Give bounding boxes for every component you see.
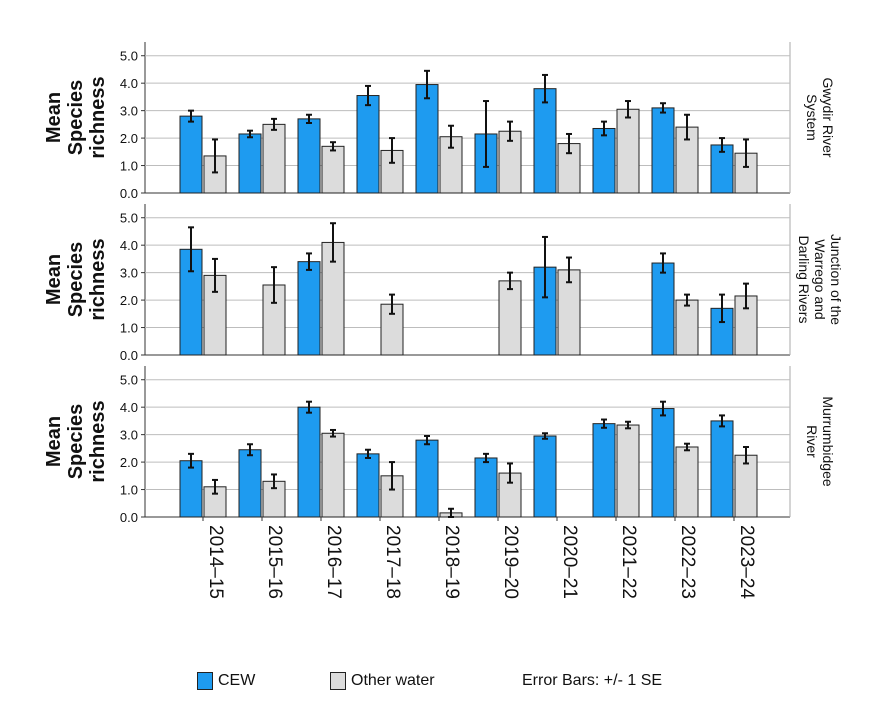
x-tick-label: 2020–21 bbox=[559, 525, 580, 599]
panel-label-line: Junction of the bbox=[828, 234, 844, 325]
y-axis-title-line: Species bbox=[65, 80, 87, 156]
legend-swatch-other-water bbox=[330, 672, 346, 690]
y-axis-title: MeanSpeciesrichness bbox=[43, 238, 109, 320]
bar-other-water bbox=[321, 145, 345, 194]
y-axis-title-line: Mean bbox=[43, 92, 65, 143]
y-tick-label: 5.0 bbox=[120, 49, 138, 64]
bar-cew bbox=[356, 453, 380, 518]
y-axis-title-line: richness bbox=[87, 76, 109, 158]
y-axis-title-line: Mean bbox=[43, 416, 65, 467]
bar-cew bbox=[356, 95, 380, 194]
x-tick-label: 2017–18 bbox=[382, 525, 403, 599]
y-axis-title: MeanSpeciesrichness bbox=[43, 400, 109, 482]
y-tick-label: 3.0 bbox=[120, 266, 138, 281]
legend-label-cew: CEW bbox=[218, 672, 256, 689]
x-tick-label: 2018–19 bbox=[441, 525, 462, 599]
legend-label-other-water: Other water bbox=[351, 672, 435, 689]
panel-label-line: Gwydir River bbox=[820, 77, 836, 157]
panel-label-junction-of-the-warrego-and-darling-rivers: Junction of theWarrego andDarling Rivers bbox=[796, 234, 844, 325]
x-tick-label: 2019–20 bbox=[500, 525, 521, 599]
bar-cew bbox=[533, 88, 557, 194]
bar-cew bbox=[651, 262, 675, 356]
legend-item-other-water: Other water bbox=[330, 668, 435, 694]
bar-cew bbox=[297, 261, 321, 356]
x-tick-label: 2014–15 bbox=[205, 525, 226, 599]
y-tick-label: 1.0 bbox=[120, 159, 138, 174]
x-tick-label: 2023–24 bbox=[736, 525, 757, 599]
y-tick-label: 5.0 bbox=[120, 373, 138, 388]
y-axis-title-line: richness bbox=[87, 400, 109, 482]
x-tick-label: 2022–23 bbox=[677, 525, 698, 599]
y-tick-label: 2.0 bbox=[120, 293, 138, 308]
bar-cew bbox=[238, 449, 262, 518]
y-tick-label: 1.0 bbox=[120, 483, 138, 498]
bar-cew bbox=[710, 420, 734, 518]
y-tick-label: 5.0 bbox=[120, 211, 138, 226]
y-tick-label: 0.0 bbox=[120, 348, 138, 363]
bar-cew bbox=[415, 84, 439, 194]
x-tick-label: 2015–16 bbox=[264, 525, 285, 599]
legend-error-bars-note: Error Bars: +/- 1 SE bbox=[522, 668, 662, 694]
bar-other-water bbox=[675, 299, 699, 356]
y-tick-label: 3.0 bbox=[120, 428, 138, 443]
panel-label-line: System bbox=[804, 94, 820, 141]
panel-label-line: Murrumbidgee bbox=[820, 396, 836, 486]
y-tick-label: 0.0 bbox=[120, 510, 138, 525]
bar-cew bbox=[592, 423, 616, 518]
panel-label-murrumbidgee-river: MurrumbidgeeRiver bbox=[804, 396, 836, 486]
bar-other-water bbox=[675, 446, 699, 518]
bar-cew bbox=[651, 107, 675, 194]
bar-cew bbox=[238, 133, 262, 194]
bar-other-water bbox=[616, 424, 640, 518]
y-axis-title-line: richness bbox=[87, 238, 109, 320]
bar-cew bbox=[474, 457, 498, 518]
bar-cew bbox=[651, 408, 675, 518]
bar-other-water bbox=[498, 280, 522, 356]
panel-label-line: Warrego and bbox=[812, 239, 828, 319]
panel-label-line: Darling Rivers bbox=[796, 236, 812, 324]
x-tick-label: 2016–17 bbox=[323, 525, 344, 599]
y-axis-title-line: Mean bbox=[43, 254, 65, 305]
y-tick-label: 4.0 bbox=[120, 76, 138, 91]
y-tick-label: 3.0 bbox=[120, 104, 138, 119]
bar-cew bbox=[297, 118, 321, 194]
panel-label-line: River bbox=[804, 425, 820, 458]
bar-other-water bbox=[321, 432, 345, 518]
bar-cew bbox=[592, 127, 616, 194]
bar-other-water bbox=[734, 454, 758, 518]
bar-cew bbox=[179, 460, 203, 518]
y-tick-label: 0.0 bbox=[120, 186, 138, 201]
x-tick-label: 2021–22 bbox=[618, 525, 639, 599]
y-tick-label: 4.0 bbox=[120, 238, 138, 253]
bar-other-water bbox=[262, 123, 286, 194]
bar-other-water bbox=[616, 108, 640, 194]
y-tick-label: 1.0 bbox=[120, 321, 138, 336]
bar-cew bbox=[533, 435, 557, 518]
y-tick-label: 2.0 bbox=[120, 131, 138, 146]
y-tick-label: 4.0 bbox=[120, 400, 138, 415]
legend-swatch-cew bbox=[197, 672, 213, 690]
y-axis-title: MeanSpeciesrichness bbox=[43, 76, 109, 158]
y-tick-label: 2.0 bbox=[120, 455, 138, 470]
panel-label-gwydir-river-system: Gwydir RiverSystem bbox=[804, 77, 836, 157]
bar-cew bbox=[179, 115, 203, 194]
legend-item-cew: CEW bbox=[197, 668, 255, 694]
y-axis-title-line: Species bbox=[65, 404, 87, 480]
bar-cew bbox=[415, 439, 439, 518]
y-axis-title-line: Species bbox=[65, 242, 87, 318]
bar-cew bbox=[297, 406, 321, 518]
error-bars-note: Error Bars: +/- 1 SE bbox=[522, 672, 663, 689]
